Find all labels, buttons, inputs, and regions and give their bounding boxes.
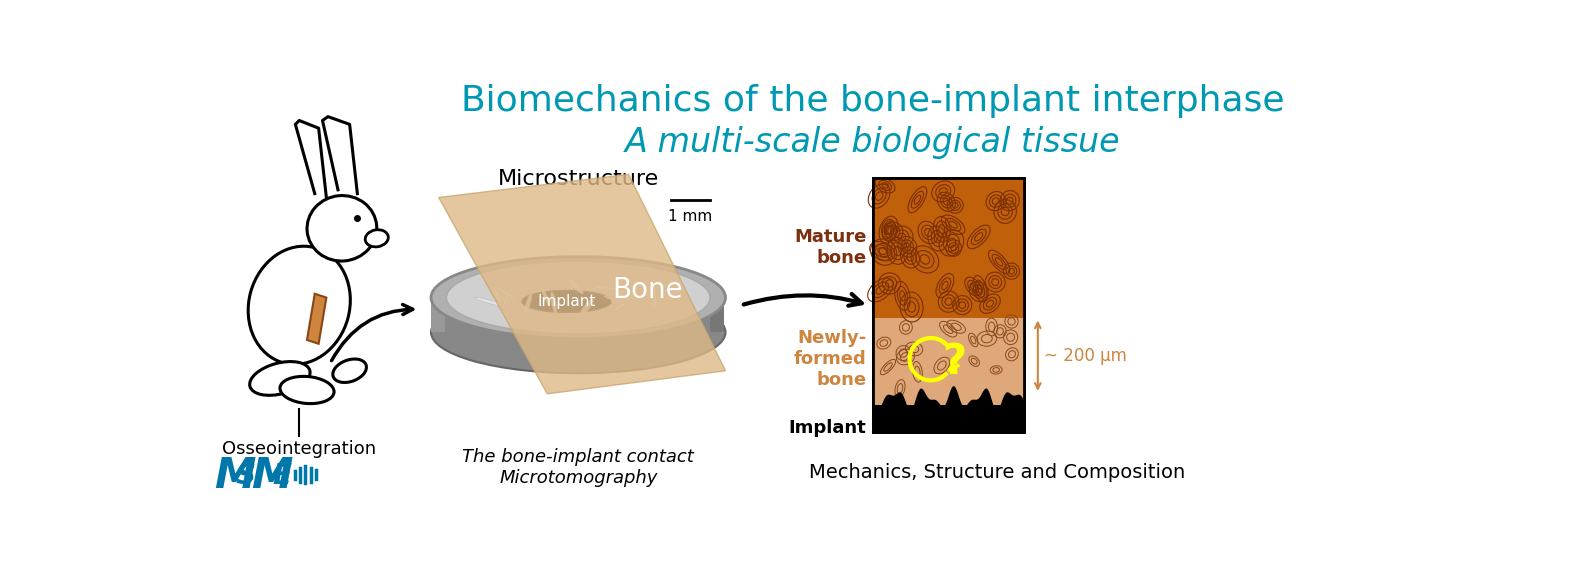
- Ellipse shape: [279, 376, 333, 404]
- Ellipse shape: [522, 291, 611, 312]
- Ellipse shape: [333, 359, 367, 383]
- Ellipse shape: [611, 288, 626, 302]
- Ellipse shape: [306, 195, 376, 261]
- Text: A multi-scale biological tissue: A multi-scale biological tissue: [626, 126, 1121, 159]
- Text: M: M: [214, 456, 256, 497]
- Ellipse shape: [365, 230, 389, 247]
- Text: E: E: [273, 461, 292, 490]
- Bar: [430, 298, 445, 332]
- Polygon shape: [306, 294, 327, 344]
- Bar: [873, 178, 1024, 433]
- Polygon shape: [438, 174, 726, 394]
- Ellipse shape: [538, 280, 549, 306]
- Ellipse shape: [651, 285, 656, 310]
- Ellipse shape: [492, 286, 518, 301]
- Ellipse shape: [249, 362, 310, 395]
- Polygon shape: [322, 117, 357, 194]
- Ellipse shape: [551, 292, 557, 313]
- Bar: [873, 178, 1024, 433]
- Text: Mature
bone: Mature bone: [794, 228, 867, 267]
- Ellipse shape: [594, 285, 618, 290]
- Text: The bone-implant contact
Microtomography: The bone-implant contact Microtomography: [462, 448, 694, 487]
- Bar: [873, 178, 1024, 318]
- Bar: [710, 298, 724, 332]
- Polygon shape: [295, 120, 327, 197]
- Text: Implant: Implant: [789, 420, 867, 437]
- Ellipse shape: [524, 294, 532, 316]
- Text: Biomechanics of the bone-implant interphase: Biomechanics of the bone-implant interph…: [461, 85, 1285, 119]
- Text: ~ 200 μm: ~ 200 μm: [1043, 347, 1127, 365]
- Ellipse shape: [248, 246, 351, 365]
- Text: Microstructure: Microstructure: [497, 169, 659, 189]
- Ellipse shape: [580, 299, 594, 315]
- Text: 1 mm: 1 mm: [669, 209, 713, 224]
- Text: Bone: Bone: [613, 276, 683, 304]
- Ellipse shape: [492, 286, 502, 302]
- Ellipse shape: [430, 291, 726, 373]
- Text: Implant: Implant: [537, 294, 596, 309]
- Text: S: S: [235, 461, 256, 490]
- Text: Mechanics, Structure and Composition: Mechanics, Structure and Composition: [808, 463, 1185, 482]
- Bar: [873, 318, 1024, 406]
- Text: M: M: [251, 456, 292, 497]
- Ellipse shape: [613, 302, 626, 311]
- Ellipse shape: [446, 261, 710, 334]
- Text: Osseointegration: Osseointegration: [222, 440, 376, 458]
- Text: Newly-
formed
bone: Newly- formed bone: [794, 329, 867, 389]
- Polygon shape: [873, 386, 1024, 433]
- Ellipse shape: [430, 257, 726, 339]
- Ellipse shape: [502, 285, 513, 311]
- Text: ?: ?: [942, 341, 966, 383]
- Ellipse shape: [475, 297, 503, 306]
- Ellipse shape: [567, 278, 583, 294]
- Ellipse shape: [603, 296, 630, 304]
